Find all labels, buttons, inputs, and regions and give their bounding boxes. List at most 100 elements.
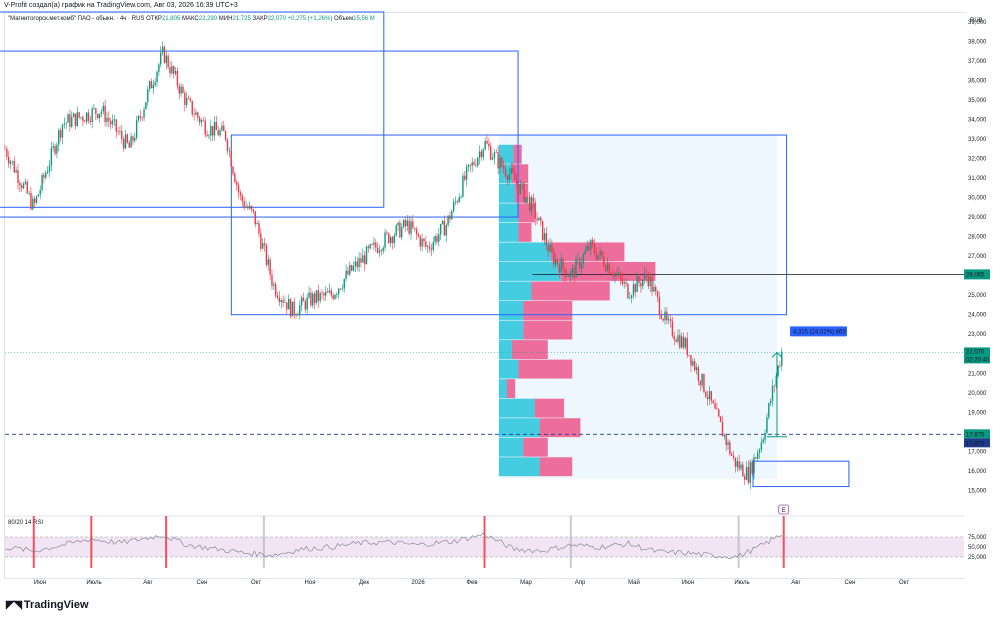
volume-profile-bar-down [539,418,581,438]
time-tick-label: Июн [34,580,46,586]
volume-value: 15,56 M [353,16,375,22]
candle-body [673,336,675,340]
volume-profile-bar-down [560,261,656,281]
candle-body [173,66,175,74]
volume-profile-bar-up [498,340,512,360]
candle-body [371,244,373,245]
price-tick-label: 35,000 [968,98,987,104]
candle-body [515,180,518,184]
candle-body [22,183,25,189]
candle-body [664,311,666,321]
candle-body [693,361,696,371]
price-tick-label: 20,000 [968,391,987,397]
candle-body [313,293,316,303]
candle-body [76,112,79,127]
candle-body [567,276,570,277]
time-tick-label: Апр [575,580,586,586]
candle-body [260,233,262,249]
candle-body [343,278,345,289]
candle-body [731,454,733,456]
candle-body [575,259,577,278]
candle-body [17,170,19,184]
time-tick-label: Июль [86,580,101,586]
candle-body [634,284,637,293]
candle-body [165,55,167,63]
symbol-label: "Магнитогорск.мет.комб" ПАО - обыкн. · 4… [8,16,145,22]
candle-body [616,273,618,275]
chart-frame [4,12,965,579]
zone-rectangle [0,11,385,208]
candle-body [304,301,307,310]
candle-body [98,113,101,119]
candle-body [310,292,312,306]
candle-body [111,120,114,125]
candle-body [312,293,314,306]
candle-body [58,130,60,145]
candle-body [308,292,310,298]
candle-body [601,250,603,257]
candle-body [517,183,520,194]
candle-body [306,297,308,310]
candle-body [137,115,140,121]
candle-body [84,120,86,122]
candle-body [649,277,651,287]
candle-body [404,220,407,227]
chart-legend: "Магнитогорск.мет.комб" ПАО - обыкн. · 4… [8,16,375,22]
candle-body [109,121,112,125]
candle-body [382,247,384,252]
candle-body [224,131,227,140]
candle-body [452,201,455,212]
low-value: 21,725 [232,16,251,22]
candle-body [360,258,362,263]
candle-body [287,298,290,310]
candle-body [412,221,414,228]
rsi-label: 80/20 14 RSI [8,520,43,526]
candle-body [612,274,614,277]
candle-body [43,175,45,178]
candle-body [191,100,193,115]
volume-profile-bar-down [523,437,548,457]
candle-body [78,112,80,118]
candle-body [278,297,281,302]
candle-body [647,276,650,287]
candle-body [102,105,104,112]
tradingview-logo[interactable]: ◤◥ TradingView [6,598,89,611]
candle-body [668,319,670,321]
candle-body [185,98,188,106]
candle-body [195,112,197,115]
candle-body [469,164,472,166]
price-tick-label: 36,000 [968,78,987,84]
candle-body [334,294,336,299]
candle-body [65,122,67,124]
candle-body [395,225,397,236]
time-tick-label: Июль [734,580,749,586]
candle-body [80,116,82,118]
candle-body [352,265,355,271]
event-marker [778,504,790,515]
candle-body [367,246,370,249]
candle-body [758,449,761,453]
volume-profile-bar-down [523,301,573,320]
candle-body [632,284,635,296]
candle-body [591,240,594,245]
candle-body [495,152,497,153]
candle-body [771,385,774,402]
candle-body [506,175,509,181]
candle-body [197,112,199,118]
candle-body [603,256,605,267]
candle-body [393,235,396,243]
candle-body [143,109,145,118]
high-value: 22,290 [198,16,218,22]
candle-body [428,246,431,249]
candle-body [115,119,117,132]
zone-rectangle [230,134,788,316]
candle-body [219,130,221,136]
time-tick-label: Дек [359,580,369,586]
candle-body [221,125,223,131]
candle-body [682,336,685,348]
candle-body [323,293,325,296]
candle-body [636,276,638,293]
candle-body [551,244,553,253]
candle-body [258,223,260,234]
